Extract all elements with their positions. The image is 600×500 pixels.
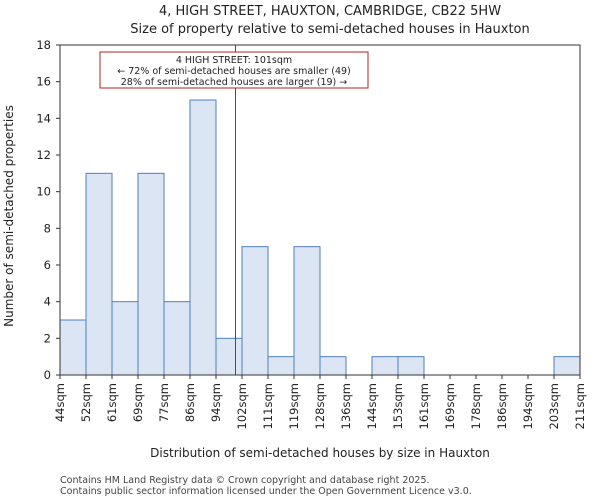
x-tick-label: 111sqm xyxy=(261,383,275,429)
bars-group xyxy=(59,99,581,376)
marker-group: 4 HIGH STREET: 101sqm← 72% of semi-detac… xyxy=(99,45,369,375)
bar-102sqm xyxy=(241,246,269,376)
bar-61sqm xyxy=(111,301,139,376)
y-tick-label: 16 xyxy=(36,75,51,89)
x-tick-label: 136sqm xyxy=(339,383,353,429)
bar-44sqm xyxy=(59,319,87,376)
x-tick-label: 69sqm xyxy=(131,383,145,422)
y-tick-label: 14 xyxy=(36,111,51,125)
x-tick-label: 211sqm xyxy=(573,383,587,429)
bar-203sqm xyxy=(553,356,581,376)
y-tick-label: 4 xyxy=(44,295,51,309)
x-tick-label: 77sqm xyxy=(157,383,171,422)
x-tick-label: 178sqm xyxy=(469,383,483,429)
x-tick-label: 119sqm xyxy=(287,383,301,429)
y-tick-label: 18 xyxy=(36,38,51,52)
x-tick-label: 94sqm xyxy=(209,383,223,422)
x-tick-label: 194sqm xyxy=(521,383,535,429)
annotation-box xyxy=(99,51,369,89)
x-tick-label: 128sqm xyxy=(313,383,327,429)
bar-52sqm xyxy=(85,172,113,376)
bar-119sqm xyxy=(293,246,321,376)
x-axis-label: Distribution of semi-detached houses by … xyxy=(150,446,490,460)
bar-94sqm xyxy=(215,337,243,376)
bar-111sqm xyxy=(267,356,295,376)
annotation-line-2: ← 72% of semi-detached houses are smalle… xyxy=(117,66,351,77)
y-axis-label: Number of semi-detached properties xyxy=(2,105,16,327)
annotation-line-1: 4 HIGH STREET: 101sqm xyxy=(176,55,292,66)
y-tick-label: 10 xyxy=(36,185,51,199)
y-tick-label: 2 xyxy=(44,331,51,345)
chart-title: 4, HIGH STREET, HAUXTON, CAMBRIDGE, CB22… xyxy=(159,4,501,19)
bar-69sqm xyxy=(137,172,165,376)
chart-subtitle: Size of property relative to semi-detach… xyxy=(130,22,530,37)
bar-86sqm xyxy=(189,99,217,376)
y-tick-label: 6 xyxy=(44,258,51,272)
x-tick-label: 203sqm xyxy=(547,383,561,429)
x-tick-label: 61sqm xyxy=(105,383,119,422)
y-tick-label: 8 xyxy=(44,221,51,235)
x-tick-label: 186sqm xyxy=(495,383,509,429)
x-tick-label: 169sqm xyxy=(443,383,457,429)
bar-144sqm xyxy=(371,356,399,376)
bar-77sqm xyxy=(163,301,191,376)
bar-128sqm xyxy=(319,356,347,376)
x-tick-label: 86sqm xyxy=(183,383,197,422)
footer-line-1: Contains HM Land Registry data © Crown c… xyxy=(60,475,430,486)
axes-group: 0 2 4 6 8 10 12 14 16 18 44sqm 52sqm 61sqm 69sqm 77sqm… xyxy=(36,38,587,429)
x-tick-label: 44sqm xyxy=(53,383,67,422)
y-tick-label: 12 xyxy=(36,148,51,162)
bar-153sqm xyxy=(397,356,425,376)
y-tick-label: 0 xyxy=(44,368,51,382)
x-tick-label: 161sqm xyxy=(417,383,431,429)
annotation-line-3: 28% of semi-detached houses are larger (… xyxy=(121,77,348,88)
x-tick-label: 102sqm xyxy=(235,383,249,429)
x-tick-label: 52sqm xyxy=(79,383,93,422)
x-tick-label: 153sqm xyxy=(391,383,405,429)
footer-line-2: Contains public sector information licen… xyxy=(60,486,472,497)
x-tick-label: 144sqm xyxy=(365,383,379,429)
